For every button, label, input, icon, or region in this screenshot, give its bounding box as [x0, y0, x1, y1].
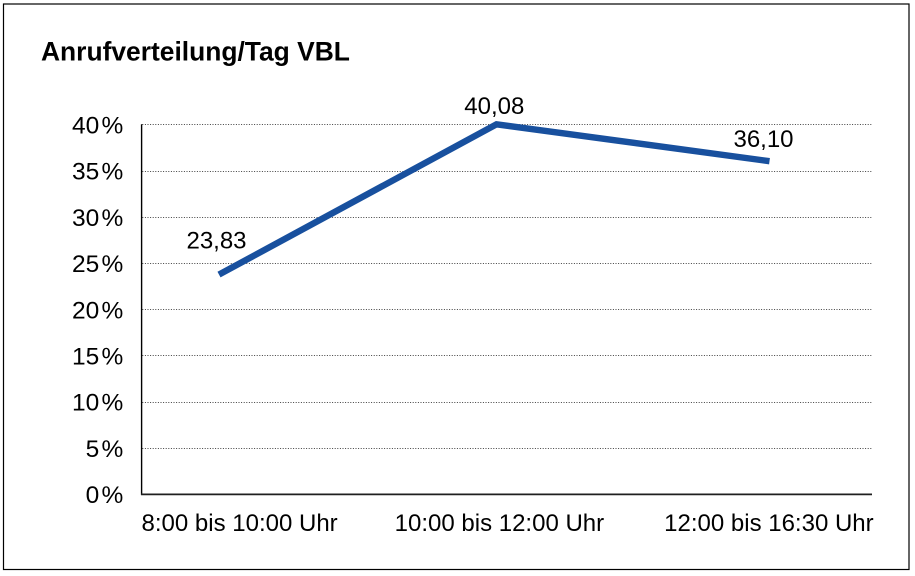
- svg-text:20 %: 20 %: [72, 297, 123, 324]
- svg-text:25 %: 25 %: [72, 251, 123, 278]
- svg-text:36,10: 36,10: [733, 126, 793, 153]
- svg-text:40 %: 40 %: [72, 113, 123, 140]
- svg-text:Anrufverteilung/Tag VBL: Anrufverteilung/Tag VBL: [41, 36, 350, 66]
- svg-text:23,83: 23,83: [186, 228, 246, 255]
- svg-text:40,08: 40,08: [464, 93, 524, 120]
- svg-text:10:00 bis 12:00 Uhr: 10:00 bis 12:00 Uhr: [395, 510, 604, 537]
- svg-text:0 %: 0 %: [86, 482, 124, 509]
- svg-text:15 %: 15 %: [72, 344, 123, 371]
- svg-text:5 %: 5 %: [86, 436, 124, 463]
- svg-text:8:00 bis 10:00 Uhr: 8:00 bis 10:00 Uhr: [142, 510, 338, 537]
- svg-text:30 %: 30 %: [72, 205, 123, 232]
- svg-text:12:00 bis 16:30 Uhr: 12:00 bis 16:30 Uhr: [664, 510, 873, 537]
- svg-text:35 %: 35 %: [72, 159, 123, 186]
- svg-text:10 %: 10 %: [72, 390, 123, 417]
